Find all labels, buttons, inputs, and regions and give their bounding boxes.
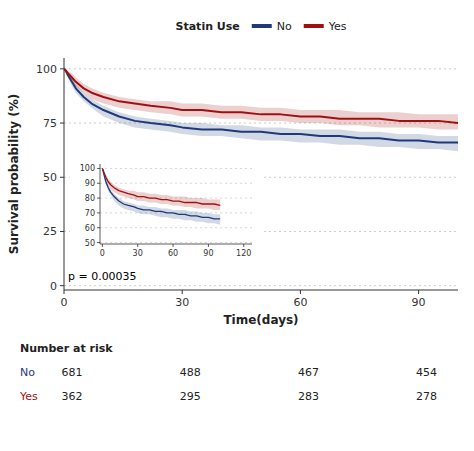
y-tick-label: 50 [43, 171, 57, 184]
grid-line [64, 68, 458, 69]
inset-y-tick [97, 242, 100, 243]
y-tick [60, 123, 64, 124]
confidence-band [102, 168, 220, 224]
inset-x-tick-label: 0 [100, 249, 105, 258]
risk-count: 283 [298, 390, 319, 403]
y-tick [60, 68, 64, 69]
inset-y-tick [97, 212, 100, 213]
plot-area [64, 69, 458, 151]
inset-x-tick-label: 30 [133, 249, 143, 258]
y-tick [60, 177, 64, 178]
inset-x-tick [243, 244, 244, 247]
confidence-band [102, 168, 220, 209]
x-axis-label: Time(days) [223, 313, 298, 327]
inset-x-tick [102, 244, 103, 247]
legend-entry: No [277, 20, 292, 33]
inset-y-tick-label: 80 [85, 194, 95, 203]
inset-x-axis [100, 244, 252, 245]
risk-count: 295 [180, 390, 201, 403]
risk-count: 681 [62, 366, 83, 379]
x-tick [418, 290, 419, 294]
y-tick-label: 75 [43, 117, 57, 130]
inset-y-tick-label: 100 [80, 164, 95, 173]
confidence-band [64, 69, 458, 130]
inset-x-tick [137, 244, 138, 247]
x-tick-label: 30 [175, 296, 189, 309]
inset-y-tick-label: 60 [85, 224, 95, 233]
inset-grid-line [100, 183, 252, 184]
risk-count: 488 [180, 366, 201, 379]
survival-line [102, 168, 220, 205]
y-tick [60, 285, 64, 286]
inset-x-tick-label: 60 [168, 249, 178, 258]
x-tick-label: 60 [293, 296, 307, 309]
legend-swatch [304, 24, 324, 28]
survival-line [102, 168, 220, 218]
chart: 0 25 50 75 100 0 30 60 90 Time(days) Survival prob… [0, 0, 474, 451]
annotation: p = 0.00035 [68, 270, 137, 283]
inset-grid-line [100, 168, 252, 169]
x-axis [64, 290, 458, 291]
inset-y-axis [100, 164, 101, 244]
inset-x-tick [173, 244, 174, 247]
inset-y-tick-label: 50 [85, 239, 95, 248]
risk-count: 278 [416, 390, 437, 403]
legend-title: Statin Use [176, 20, 240, 33]
risk-count: 467 [298, 366, 319, 379]
inset-y-tick [97, 168, 100, 169]
y-tick [60, 231, 64, 232]
inset-x-tick-label: 90 [203, 249, 213, 258]
y-tick-label: 100 [36, 63, 57, 76]
risk-row-label: No [20, 366, 35, 379]
y-axis [64, 58, 65, 290]
legend-entry: Yes [328, 20, 347, 33]
survival-line [64, 69, 458, 123]
x-tick [64, 290, 65, 294]
y-tick-label: 25 [43, 225, 57, 238]
inset-y-tick [97, 198, 100, 199]
survival-line [64, 69, 458, 143]
grid-line [64, 285, 458, 286]
x-tick [300, 290, 301, 294]
inset-background [70, 156, 262, 260]
inset-grid-line [100, 242, 252, 243]
risk-table-title: Number at risk [20, 342, 113, 355]
legend-swatch [252, 24, 272, 28]
inset-y-tick [97, 183, 100, 184]
risk-count: 362 [62, 390, 83, 403]
y-tick-label: 0 [50, 280, 57, 293]
inset-grid-line [100, 227, 252, 228]
x-tick [182, 290, 183, 294]
inset-x-tick [208, 244, 209, 247]
inset-y-tick [97, 227, 100, 228]
inset-y-tick-label: 70 [85, 209, 95, 218]
x-tick-label: 90 [412, 296, 426, 309]
confidence-band [64, 69, 458, 151]
y-axis-label: Survival probability (%) [7, 94, 21, 254]
inset-plot-area [102, 168, 220, 224]
inset-x-tick-label: 120 [236, 249, 251, 258]
background [0, 0, 474, 451]
risk-row-label: Yes [19, 390, 38, 403]
risk-count: 454 [416, 366, 437, 379]
inset-y-tick-label: 90 [85, 179, 95, 188]
x-tick-label: 0 [61, 296, 68, 309]
legend: Statin Use No Yes [176, 20, 347, 33]
